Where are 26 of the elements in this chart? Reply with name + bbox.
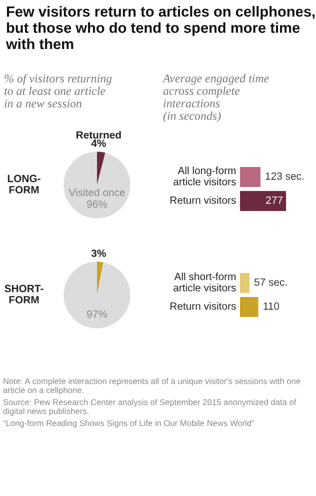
text: SHORT-FORM (4, 284, 44, 304)
data-label: 110 (264, 302, 280, 310)
pie-slice (64, 262, 130, 328)
y-tick-label: All long-form article visitors (174, 166, 236, 186)
chart-subtitle: Average engaged time across complete interactions (in seconds) (162, 74, 269, 122)
text: Note: A complete interaction represents all of a unique visitor's sessions with one article on a cellphone. (3, 378, 300, 395)
data-label: 123 sec. (266, 172, 304, 180)
y-tick-label: Return visitors (170, 196, 236, 204)
data-label: 57 sec. (254, 278, 287, 286)
data-label: 3% (91, 250, 106, 257)
data-label: 4% (91, 140, 106, 147)
data-label: 97% (87, 310, 108, 318)
y-tick-label: All short-form article visitors (174, 272, 236, 292)
data-label: 277 (266, 196, 282, 204)
text: “Long-form Reading Shows Signs of Life in Our Mobile News World” (3, 420, 254, 428)
pie-slice (97, 262, 104, 295)
pie-slice (64, 152, 130, 218)
y-tick-label: Return visitors (170, 302, 236, 310)
slice-label: Returned (76, 130, 121, 139)
text: Few visitors return to articles on cellphones, but those who do tend to spend more time with them (6, 6, 315, 50)
data-label: 96% (87, 200, 108, 208)
slice-label: Visited once (68, 188, 125, 196)
chart-subtitle: % of visitors returning to at least one article in a new session (4, 74, 112, 108)
text: LONG-FORM (8, 174, 40, 194)
pie-slice (97, 152, 106, 185)
source-note: Source: Pew Research Center analysis of September 2015 anonymized data of digital news publishers. (3, 399, 296, 416)
